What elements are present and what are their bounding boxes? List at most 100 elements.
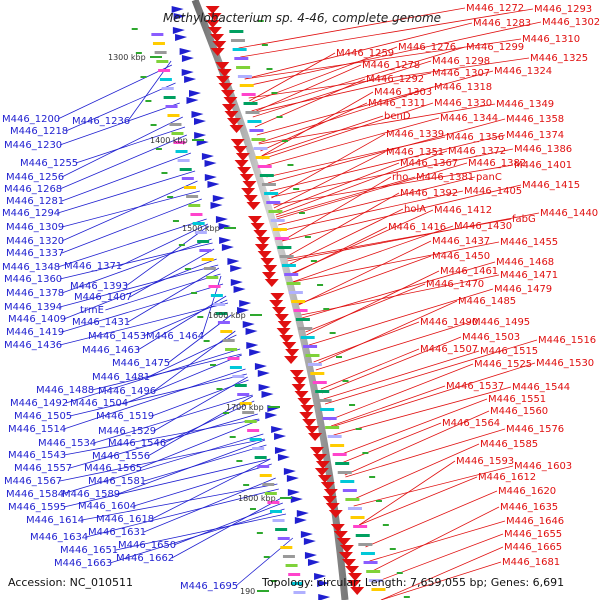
left-gene-label: trmE bbox=[80, 305, 104, 316]
left-connector-line bbox=[151, 458, 271, 520]
feature-bar bbox=[203, 267, 216, 270]
reverse-gene-arrow bbox=[290, 496, 303, 503]
right-connector-line bbox=[269, 134, 506, 192]
forward-gene-arrow bbox=[215, 62, 230, 70]
right-connector-line bbox=[251, 72, 432, 114]
right-connector-line bbox=[321, 336, 462, 394]
forward-gene-arrow bbox=[247, 216, 262, 224]
left-connector-line bbox=[63, 418, 260, 456]
right-connector-line bbox=[249, 52, 336, 102]
ring-dash bbox=[323, 308, 330, 310]
forward-gene-arrow bbox=[239, 174, 254, 182]
ring-dash bbox=[216, 388, 223, 390]
reverse-gene-arrow bbox=[221, 244, 234, 251]
right-gene-label: rho bbox=[392, 172, 408, 183]
forward-gene-arrow bbox=[302, 419, 317, 427]
right-connector-line bbox=[331, 385, 446, 427]
reverse-gene-arrow bbox=[204, 160, 217, 167]
feature-bar bbox=[197, 240, 210, 243]
reverse-gene-arrow bbox=[233, 286, 246, 293]
right-gene-label: M446_1471 bbox=[500, 270, 558, 281]
feature-bar bbox=[288, 291, 303, 294]
forward-gene-arrow bbox=[282, 342, 297, 350]
reverse-gene-arrow bbox=[261, 391, 274, 398]
forward-gene-arrow bbox=[300, 405, 315, 413]
right-gene-label: M446_1455 bbox=[500, 237, 558, 248]
forward-gene-arrow bbox=[250, 223, 265, 231]
forward-gene-arrow bbox=[289, 370, 304, 378]
left-gene-label: M446_1371 bbox=[64, 261, 122, 272]
feature-bar bbox=[358, 543, 373, 546]
left-gene-label: M446_1436 bbox=[4, 340, 62, 351]
left-connector-line bbox=[137, 295, 227, 351]
reverse-gene-arrow bbox=[191, 111, 204, 118]
left-connector-line bbox=[143, 444, 267, 482]
right-gene-label: M446_1665 bbox=[504, 542, 562, 553]
right-gene-label: M446_1278 bbox=[362, 60, 420, 71]
forward-gene-arrow bbox=[270, 293, 285, 301]
feature-bar bbox=[327, 435, 342, 438]
reverse-gene-arrow bbox=[201, 153, 214, 160]
feature-bar bbox=[179, 168, 192, 171]
forward-gene-arrow bbox=[216, 76, 231, 84]
right-gene-label: M446_1603 bbox=[514, 461, 572, 472]
forward-gene-arrow bbox=[294, 391, 309, 399]
right-gene-label: M446_1468 bbox=[496, 257, 554, 268]
reverse-gene-arrow bbox=[318, 594, 331, 600]
left-gene-label: M446_1496 bbox=[98, 386, 156, 397]
reverse-gene-arrow bbox=[296, 510, 309, 517]
feature-bar bbox=[152, 42, 165, 45]
feature-bar bbox=[173, 141, 186, 144]
forward-gene-arrow bbox=[253, 230, 268, 238]
left-connector-line bbox=[115, 513, 287, 551]
left-gene-label: M446_1618 bbox=[96, 514, 154, 525]
right-connector-line bbox=[358, 476, 478, 526]
ring-dash bbox=[243, 484, 250, 486]
right-connector-line bbox=[292, 241, 500, 283]
forward-gene-arrow bbox=[207, 27, 222, 35]
forward-gene-arrow bbox=[279, 335, 294, 343]
right-connector-line bbox=[323, 350, 480, 400]
feature-bar bbox=[342, 489, 357, 492]
left-gene-label: M446_1584 bbox=[6, 489, 64, 500]
accession-text: Accession: NC_010511 bbox=[8, 576, 133, 589]
right-gene-label: M446_1537 bbox=[446, 381, 504, 392]
forward-gene-arrow bbox=[328, 510, 343, 518]
forward-gene-arrow bbox=[230, 139, 245, 147]
forward-gene-arrow bbox=[242, 181, 257, 189]
feature-bar bbox=[239, 84, 254, 87]
feature-bar bbox=[303, 345, 318, 348]
right-gene-label: M446_1330 bbox=[434, 98, 492, 109]
forward-gene-arrow bbox=[277, 321, 292, 329]
feature-bar bbox=[290, 582, 303, 585]
right-gene-label: M446_1272 bbox=[466, 3, 524, 14]
right-gene-label: M446_1325 bbox=[530, 53, 588, 64]
left-gene-label: M446_1604 bbox=[78, 501, 136, 512]
right-connector-line bbox=[308, 288, 494, 346]
feature-bar bbox=[225, 348, 238, 351]
reverse-gene-arrow bbox=[173, 13, 186, 20]
left-connector-line bbox=[139, 419, 260, 469]
right-gene-label: M446_1503 bbox=[462, 332, 520, 343]
ring-dash bbox=[145, 100, 152, 102]
reverse-gene-arrow bbox=[194, 132, 207, 139]
feature-bar bbox=[291, 300, 306, 303]
kbp-tick-label: 190 bbox=[240, 587, 255, 596]
feature-bar bbox=[293, 591, 306, 594]
reverse-gene-arrow bbox=[257, 370, 270, 377]
left-connector-line bbox=[61, 152, 192, 202]
right-connector-line bbox=[298, 255, 432, 305]
feature-bar bbox=[217, 321, 230, 324]
left-gene-label: M446_1431 bbox=[72, 317, 130, 328]
right-connector-line bbox=[244, 38, 522, 80]
ring-dash bbox=[317, 284, 324, 286]
forward-gene-arrow bbox=[221, 104, 236, 112]
feature-bar bbox=[277, 537, 290, 540]
forward-gene-arrow bbox=[205, 6, 220, 14]
left-gene-label: M446_1556 bbox=[92, 451, 150, 462]
ring-dash bbox=[263, 556, 270, 558]
reverse-gene-arrow bbox=[171, 6, 184, 13]
